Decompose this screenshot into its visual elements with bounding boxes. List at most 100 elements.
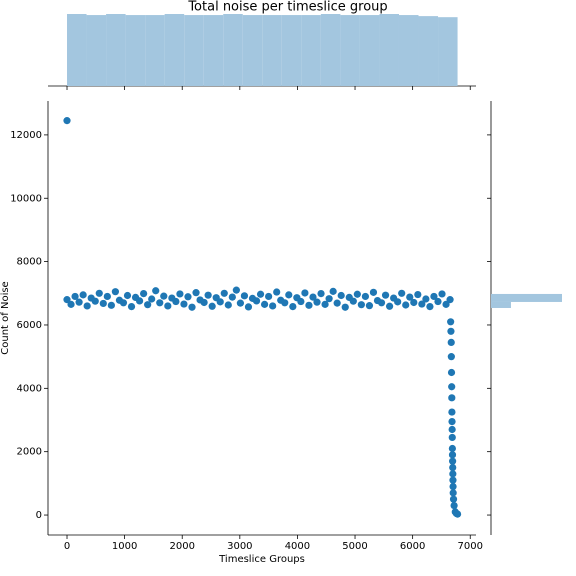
histogram-bar	[242, 15, 263, 87]
histogram-bar	[86, 15, 107, 87]
point	[381, 291, 390, 299]
point	[256, 290, 265, 298]
point	[140, 290, 148, 298]
point	[448, 408, 456, 416]
histogram-bar	[145, 15, 165, 87]
point	[208, 302, 216, 310]
point	[305, 301, 313, 309]
x-tick-label: 2000	[169, 541, 194, 552]
point	[107, 301, 115, 309]
histogram-bar	[491, 293, 562, 302]
point	[449, 463, 457, 472]
point	[123, 291, 132, 300]
point	[156, 299, 164, 307]
point	[119, 299, 128, 307]
point	[385, 302, 394, 310]
x-tick-label: 3000	[227, 541, 252, 552]
point	[95, 289, 103, 297]
point	[446, 296, 454, 304]
point	[317, 290, 325, 298]
point	[447, 318, 455, 326]
point	[220, 289, 228, 297]
histogram-bar	[223, 14, 243, 86]
histogram-bar	[340, 15, 360, 87]
point	[148, 295, 156, 303]
x-tick-label: 0	[64, 541, 70, 552]
point	[260, 300, 269, 308]
point	[63, 117, 71, 125]
histogram-bar	[106, 14, 126, 86]
point	[236, 299, 244, 307]
point	[228, 293, 236, 301]
point	[79, 291, 87, 299]
point	[269, 302, 277, 310]
x-tick-label: 1000	[112, 541, 137, 552]
point	[301, 289, 309, 297]
point	[281, 299, 289, 307]
histogram-bar	[164, 14, 185, 86]
point	[337, 291, 345, 300]
histogram-bar	[359, 15, 380, 87]
point	[333, 299, 341, 307]
point	[200, 298, 208, 307]
point	[144, 301, 152, 309]
point	[111, 288, 119, 296]
point	[188, 303, 196, 311]
point	[309, 293, 317, 301]
point	[180, 300, 188, 308]
point	[398, 289, 406, 297]
point	[448, 383, 456, 391]
point	[418, 300, 426, 308]
y-tick-label: 10000	[10, 193, 42, 204]
point	[329, 287, 337, 295]
histogram-bar	[262, 15, 282, 87]
y-tick-label: 12000	[10, 130, 42, 141]
point	[447, 327, 455, 335]
point	[365, 302, 374, 310]
histogram-bar	[418, 16, 439, 87]
point	[91, 297, 99, 305]
x-axis-label: Timeslice Groups	[218, 554, 305, 565]
chart-title: Total noise per timeslice group	[187, 0, 387, 15]
y-tick-label: 8000	[17, 257, 42, 268]
point	[426, 302, 434, 311]
point	[394, 298, 402, 306]
point	[410, 298, 418, 307]
point	[361, 292, 369, 301]
point	[406, 293, 414, 301]
histogram-bar	[281, 15, 302, 87]
point	[103, 292, 111, 301]
point	[448, 444, 456, 453]
point	[321, 300, 329, 308]
histogram-bar	[184, 15, 204, 87]
point	[442, 300, 450, 308]
point	[414, 290, 422, 299]
point	[313, 298, 321, 306]
point	[164, 302, 172, 310]
point	[341, 303, 349, 311]
y-tick-label: 2000	[17, 447, 42, 458]
point	[449, 457, 457, 465]
point	[447, 368, 456, 377]
point	[216, 298, 224, 306]
point	[285, 291, 293, 299]
point	[402, 301, 410, 309]
point	[176, 290, 184, 298]
x-tick-label: 4000	[285, 541, 310, 552]
point	[325, 295, 333, 303]
y-tick-label: 6000	[17, 320, 42, 331]
x-tick-label: 7000	[458, 541, 483, 552]
point	[353, 290, 361, 298]
point	[449, 470, 457, 478]
histogram-bar	[491, 301, 511, 308]
point	[449, 476, 457, 484]
point	[448, 451, 457, 459]
point	[450, 501, 458, 510]
point	[63, 296, 71, 304]
point	[67, 300, 75, 308]
point	[232, 286, 240, 294]
point	[273, 288, 281, 296]
histogram-bar	[301, 15, 321, 87]
histogram-bar	[379, 14, 399, 86]
point	[240, 292, 249, 300]
